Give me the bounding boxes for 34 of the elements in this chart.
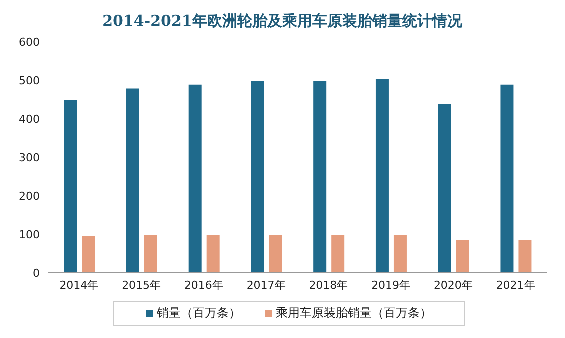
x-tick-label: 2017年	[246, 278, 286, 292]
legend-label: 销量（百万条）	[157, 305, 241, 322]
bar	[455, 239, 470, 273]
bar	[81, 235, 96, 273]
x-tick-label: 2018年	[309, 278, 348, 292]
bar	[330, 234, 346, 273]
y-tick-label: 100	[19, 228, 40, 242]
x-tick-label: 2015年	[122, 278, 162, 292]
y-tick-label: 400	[19, 112, 40, 126]
bar	[268, 234, 284, 273]
y-tick-label: 200	[19, 190, 40, 203]
bar	[392, 234, 408, 273]
x-tick-label: 2019年	[372, 278, 411, 292]
legend-label: 乘用车原装胎销量（百万条）	[276, 305, 432, 322]
x-tick-label: 2020年	[434, 278, 473, 292]
bar	[63, 99, 78, 273]
bar	[500, 84, 515, 273]
bar	[312, 80, 328, 273]
x-tick-label: 2021年	[496, 278, 536, 292]
bar	[206, 234, 221, 273]
y-tick-label: 600	[19, 36, 40, 49]
bar	[374, 78, 390, 273]
x-tick-label: 2016年	[184, 278, 224, 292]
bar	[125, 88, 140, 273]
bar	[437, 103, 452, 273]
bar	[518, 239, 533, 273]
chart-title: 2014-2021年欧洲轮胎及乘用车原装胎销量统计情况	[102, 11, 464, 32]
bar	[188, 84, 203, 273]
bar	[250, 80, 266, 273]
bar	[143, 234, 158, 273]
y-tick-label: 300	[19, 151, 40, 164]
x-tick-label: 2014年	[60, 278, 99, 292]
y-tick-label: 500	[19, 74, 40, 88]
y-tick-label: 0	[33, 266, 40, 280]
